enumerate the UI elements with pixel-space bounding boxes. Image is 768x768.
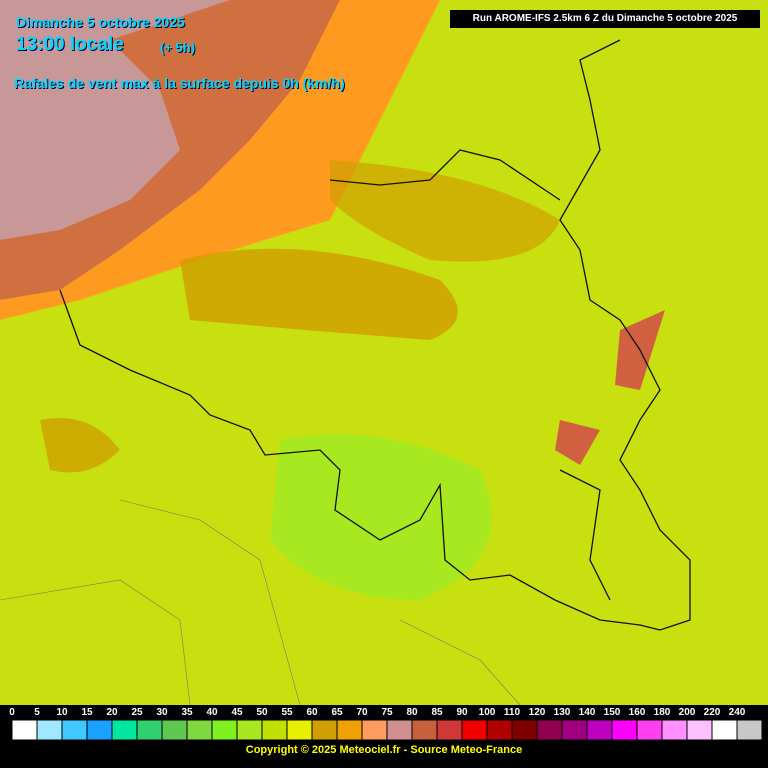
legend-swatch <box>236 719 263 741</box>
regions <box>0 499 521 706</box>
calm-zone <box>270 434 492 600</box>
legend-swatch <box>611 719 638 741</box>
legend-label: 50 <box>256 707 268 718</box>
legend-swatch <box>11 719 38 741</box>
legend-swatch <box>711 719 738 741</box>
legend-swatch <box>261 719 288 741</box>
legend-swatch <box>386 719 413 741</box>
parameter: Rafales de vent max à la surface depuis … <box>14 75 345 91</box>
coast-wind <box>0 0 440 320</box>
legend-swatch <box>61 719 88 741</box>
wind-zone <box>180 248 458 340</box>
legend-label: 70 <box>356 707 368 718</box>
legend: 0 5 10 15 20 25 30 35 40 45 50 55 60 65 70 75 80 85 90 100 1… <box>9 707 763 741</box>
legend-swatch <box>586 719 613 741</box>
legend-swatch <box>211 719 238 741</box>
legend-label: 30 <box>156 707 168 718</box>
legend-label: 220 <box>704 707 721 718</box>
legend-label: 5 <box>34 707 40 718</box>
wind-zone <box>330 160 560 262</box>
legend-label: 130 <box>554 707 571 718</box>
legend-label: 35 <box>181 707 193 718</box>
legend-swatch <box>136 719 163 741</box>
legend-swatch <box>436 719 463 741</box>
wind-zone <box>40 418 120 473</box>
legend-swatch <box>86 719 113 741</box>
legend-swatch <box>636 719 663 741</box>
legend-swatch <box>511 719 538 741</box>
date: Dimanche 5 octobre 2025 <box>16 14 185 30</box>
legend-label: 10 <box>56 707 68 718</box>
legend-swatch <box>36 719 63 741</box>
legend-label: 200 <box>679 707 696 718</box>
legend-label: 20 <box>106 707 118 718</box>
legend-swatch <box>736 719 763 741</box>
legend-label: 240 <box>729 707 746 718</box>
legend-swatch <box>661 719 688 741</box>
legend-label: 25 <box>131 707 143 718</box>
legend-label: 75 <box>381 707 393 718</box>
legend-label: 15 <box>81 707 93 718</box>
legend-label: 160 <box>629 707 646 718</box>
legend-label: 150 <box>604 707 621 718</box>
legend-swatch <box>161 719 188 741</box>
legend-label: 120 <box>529 707 546 718</box>
legend-swatch <box>311 719 338 741</box>
gust-zone <box>555 420 600 465</box>
legend-label: 110 <box>504 707 521 718</box>
legend-swatch <box>561 719 588 741</box>
legend-label: 65 <box>331 707 343 718</box>
legend-label: 180 <box>654 707 671 718</box>
legend-swatch <box>536 719 563 741</box>
sea-wind <box>0 0 340 300</box>
legend-swatch <box>336 719 363 741</box>
legend-swatch <box>486 719 513 741</box>
copyright: Copyright © 2025 Meteociel.fr - Source M… <box>245 744 523 756</box>
time: 13:00 locale <box>16 34 124 55</box>
legend-swatch <box>361 719 388 741</box>
run-info: Run AROME-IFS 2.5km 6 Z du Dimanche 5 oc… <box>450 10 760 28</box>
legend-swatch <box>411 719 438 741</box>
legend-swatch <box>286 719 313 741</box>
legend-label: 45 <box>231 707 243 718</box>
legend-label: 90 <box>456 707 468 718</box>
borders <box>59 39 691 631</box>
legend-label: 60 <box>306 707 318 718</box>
legend-swatch <box>111 719 138 741</box>
legend-label: 80 <box>406 707 418 718</box>
offset: (+ 5h) <box>160 40 196 55</box>
legend-label: 100 <box>479 707 496 718</box>
legend-swatch <box>461 719 488 741</box>
legend-label: 85 <box>431 707 443 718</box>
legend-label: 0 <box>9 707 15 718</box>
legend-label: 55 <box>281 707 293 718</box>
legend-label: 40 <box>206 707 218 718</box>
legend-swatch <box>686 719 713 741</box>
legend-swatch <box>186 719 213 741</box>
legend-label: 140 <box>579 707 596 718</box>
